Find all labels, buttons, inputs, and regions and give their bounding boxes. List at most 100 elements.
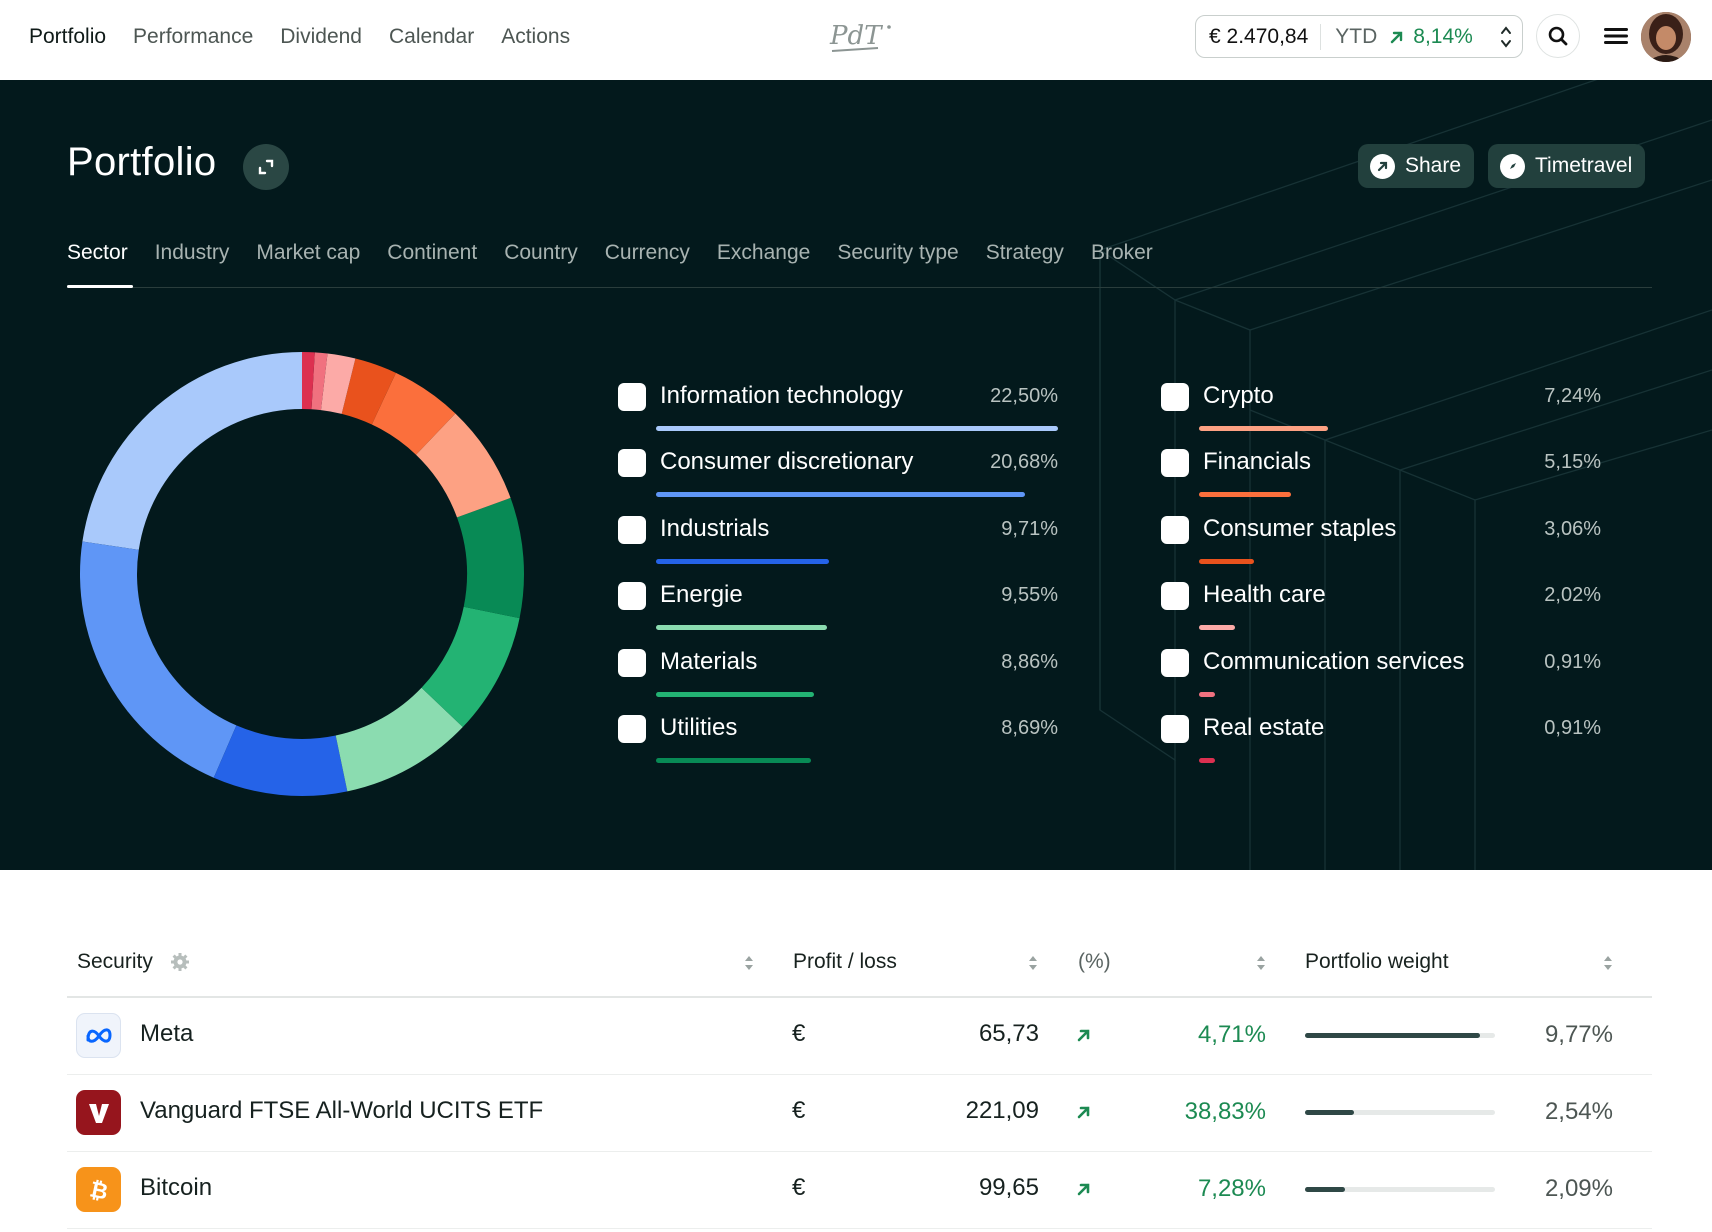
legend-checkbox[interactable] bbox=[618, 582, 646, 611]
legend-label: Financials bbox=[1203, 448, 1312, 476]
legend-checkbox[interactable] bbox=[1161, 648, 1189, 677]
legend-value: 20,68% bbox=[990, 451, 1058, 474]
legend-checkbox[interactable] bbox=[1161, 582, 1189, 611]
tab-industry[interactable]: Industry bbox=[154, 241, 230, 264]
profit-amount: 99,65 bbox=[978, 1174, 1039, 1201]
profit-percent: 38,83% bbox=[1184, 1098, 1266, 1125]
legend-checkbox[interactable] bbox=[1161, 515, 1189, 544]
legend-label: Consumer discretionary bbox=[660, 448, 914, 476]
timetravel-button[interactable]: Timetravel bbox=[1488, 144, 1646, 188]
donut-slice-communication-services[interactable] bbox=[311, 352, 328, 411]
user-avatar[interactable] bbox=[1641, 12, 1691, 62]
legend-value: 3,06% bbox=[1544, 517, 1601, 540]
search-button[interactable] bbox=[1536, 14, 1580, 58]
legend-bar bbox=[1199, 492, 1291, 498]
share-button[interactable]: Share bbox=[1358, 144, 1475, 188]
profit-amount: 221,09 bbox=[965, 1097, 1039, 1124]
balance-selector[interactable]: € 2.470,84 YTD 8,14% bbox=[1195, 15, 1523, 58]
legend-value: 2,02% bbox=[1544, 584, 1601, 607]
balance-change: 8,14% bbox=[1413, 24, 1473, 48]
legend-item[interactable]: Financials 5,15% bbox=[1161, 448, 1601, 499]
legend-checkbox[interactable] bbox=[1161, 383, 1189, 411]
security-name[interactable]: Bitcoin bbox=[140, 1174, 213, 1201]
legend-checkbox[interactable] bbox=[618, 449, 646, 478]
legend-item[interactable]: Consumer staples 3,06% bbox=[1161, 515, 1601, 566]
sort-weight-icon[interactable] bbox=[1602, 953, 1614, 973]
legend-checkbox[interactable] bbox=[618, 715, 646, 743]
sort-profit-icon[interactable] bbox=[1027, 953, 1039, 973]
legend-checkbox[interactable] bbox=[1161, 449, 1189, 478]
header-security[interactable]: Security bbox=[77, 950, 189, 974]
security-name[interactable]: Meta bbox=[140, 1020, 194, 1047]
donut-slice-consumer-staples[interactable] bbox=[341, 358, 396, 425]
tab-strategy[interactable]: Strategy bbox=[985, 241, 1064, 264]
donut-slice-consumer-discretionary[interactable] bbox=[80, 541, 237, 778]
sort-security-icon[interactable] bbox=[743, 953, 755, 973]
tab-security-type[interactable]: Security type bbox=[837, 241, 959, 264]
sector-donut-chart[interactable] bbox=[78, 350, 526, 798]
sort-percent-icon[interactable] bbox=[1255, 953, 1267, 973]
donut-slice-financials[interactable] bbox=[371, 372, 456, 455]
search-icon bbox=[1548, 26, 1568, 46]
tab-exchange[interactable]: Exchange bbox=[716, 241, 811, 264]
legend-bar bbox=[1199, 558, 1254, 564]
currency-symbol: € bbox=[792, 1097, 806, 1124]
legend-checkbox[interactable] bbox=[1161, 715, 1189, 743]
header-percent[interactable]: (%) bbox=[1078, 950, 1111, 973]
legend-checkbox[interactable] bbox=[618, 383, 646, 411]
donut-slice-utilities[interactable] bbox=[456, 497, 524, 619]
legend-item[interactable]: Real estate 0,91% bbox=[1161, 714, 1601, 765]
nav-dividend[interactable]: Dividend bbox=[280, 25, 362, 48]
legend-item[interactable]: Information technology 22,50% bbox=[618, 382, 1058, 433]
header-profit-loss[interactable]: Profit / loss bbox=[793, 950, 897, 973]
row-divider bbox=[67, 1228, 1652, 1229]
tab-continent[interactable]: Continent bbox=[387, 241, 478, 264]
donut-slice-health-care[interactable] bbox=[320, 353, 356, 414]
header-portfolio-weight[interactable]: Portfolio weight bbox=[1305, 950, 1449, 973]
legend-item[interactable]: Industrials 9,71% bbox=[618, 515, 1058, 566]
donut-slice-energie[interactable] bbox=[335, 687, 463, 792]
nav-actions[interactable]: Actions bbox=[501, 25, 571, 48]
table-header-divider bbox=[67, 996, 1652, 998]
legend-item[interactable]: Health care 2,02% bbox=[1161, 581, 1601, 632]
legend-item[interactable]: Communication services 0,91% bbox=[1161, 648, 1601, 699]
legend-item[interactable]: Utilities 8,69% bbox=[618, 714, 1058, 765]
top-navigation-bar: Portfolio Performance Dividend Calendar … bbox=[0, 0, 1712, 80]
security-name[interactable]: Vanguard FTSE All-World UCITS ETF bbox=[140, 1097, 544, 1124]
expand-button[interactable] bbox=[243, 144, 289, 190]
weight-bar bbox=[1305, 1033, 1495, 1038]
portfolio-overview-section: Portfolio Share Timetravel Sector Indust… bbox=[0, 80, 1712, 870]
tab-country[interactable]: Country bbox=[504, 241, 578, 264]
donut-slice-industrials[interactable] bbox=[213, 725, 348, 796]
page-title: Portfolio bbox=[67, 140, 217, 184]
legend-item[interactable]: Crypto 7,24% bbox=[1161, 382, 1601, 433]
legend-value: 5,15% bbox=[1544, 451, 1601, 474]
balance-amount: € 2.470,84 bbox=[1196, 23, 1322, 50]
portfolio-weight-value: 9,77% bbox=[1544, 1021, 1613, 1048]
brand-logo[interactable]: PdT bbox=[826, 17, 896, 57]
gear-icon[interactable] bbox=[170, 952, 190, 972]
legend-item[interactable]: Consumer discretionary 20,68% bbox=[618, 448, 1058, 499]
bitcoin-icon: ₿ bbox=[87, 1177, 110, 1203]
legend-checkbox[interactable] bbox=[618, 648, 646, 677]
donut-slice-real-estate[interactable] bbox=[302, 352, 315, 410]
legend-checkbox[interactable] bbox=[618, 515, 646, 544]
donut-slice-crypto[interactable] bbox=[415, 413, 511, 518]
legend-value: 7,24% bbox=[1544, 385, 1601, 407]
tab-market-cap[interactable]: Market cap bbox=[256, 241, 361, 264]
donut-slice-materials[interactable] bbox=[421, 606, 520, 728]
nav-calendar[interactable]: Calendar bbox=[388, 25, 475, 48]
legend-item[interactable]: Materials 8,86% bbox=[618, 648, 1058, 699]
arrow-up-right-icon bbox=[1077, 1029, 1090, 1042]
hamburger-menu-icon[interactable] bbox=[1604, 25, 1628, 47]
tab-sector[interactable]: Sector bbox=[67, 241, 128, 264]
weight-bar-fill bbox=[1305, 1033, 1480, 1038]
donut-slice-information-technology[interactable] bbox=[82, 352, 302, 550]
tab-broker[interactable]: Broker bbox=[1090, 241, 1153, 264]
legend-value: 22,50% bbox=[990, 385, 1058, 407]
nav-performance[interactable]: Performance bbox=[133, 25, 254, 48]
nav-portfolio[interactable]: Portfolio bbox=[29, 25, 107, 48]
legend-bar bbox=[656, 426, 1058, 431]
legend-item[interactable]: Energie 9,55% bbox=[618, 581, 1058, 632]
tab-currency[interactable]: Currency bbox=[604, 241, 690, 264]
